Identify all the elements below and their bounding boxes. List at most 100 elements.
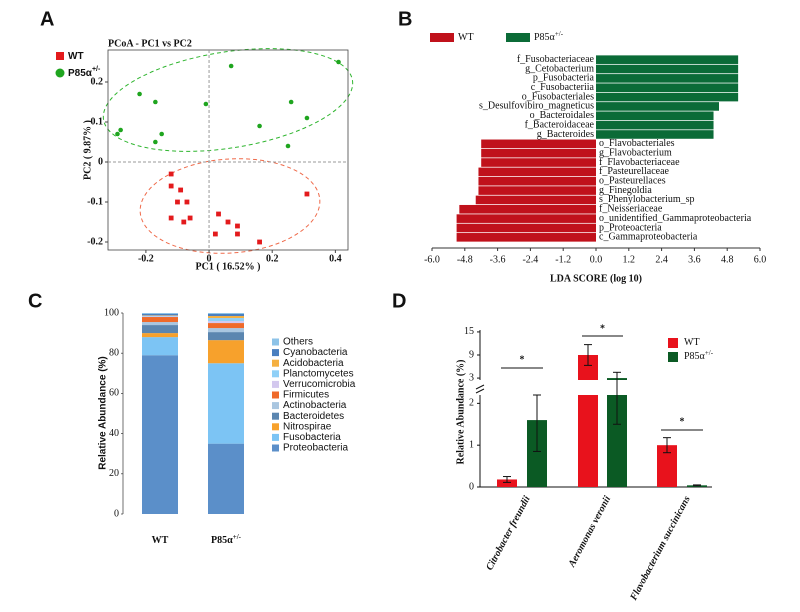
- bar-segment: [142, 316, 178, 318]
- x-tick-label: WT: [152, 535, 169, 546]
- bar: [657, 445, 677, 487]
- category-label: o_Pasteurellaces: [599, 176, 666, 187]
- legend-label: Proteobacteria: [283, 443, 348, 454]
- y-tick-label: 0: [469, 481, 474, 492]
- category-label: f_Pasteurellaceae: [599, 166, 670, 177]
- legend-swatch: [272, 423, 279, 431]
- y-tick-label: 20: [109, 468, 119, 479]
- legend-swatch: [272, 444, 279, 452]
- point: [187, 215, 193, 221]
- bar-segment: [208, 316, 244, 319]
- point: [153, 99, 158, 105]
- y-tick-label: 1: [469, 439, 474, 450]
- point: [228, 63, 234, 69]
- x-tick-label-text: P85α: [211, 535, 233, 546]
- bar: [596, 74, 739, 83]
- y-tick-label: 0: [98, 156, 103, 167]
- point: [257, 239, 262, 245]
- legend-swatch: [272, 412, 279, 420]
- legend-swatch: [668, 338, 678, 348]
- point: [203, 101, 209, 107]
- bar-segment: [142, 333, 178, 338]
- legend-label: Acidobacteria: [283, 358, 344, 369]
- point: [159, 131, 164, 137]
- bar: [596, 64, 739, 74]
- category-label: f_Bacteroidaceae: [525, 119, 595, 130]
- bar-segment: [142, 337, 178, 356]
- category-label: f_Flavobacteriaceae: [599, 157, 680, 168]
- category-label: o_unidentified_Gammaproteobacteria: [599, 213, 752, 224]
- bar: [578, 355, 598, 380]
- y-tick-label: -0.2: [87, 236, 103, 247]
- category-label: o_Bacteroidales: [530, 110, 595, 121]
- plot-frame: [107, 49, 349, 251]
- bar: [497, 479, 517, 487]
- legend-label-text: WT: [68, 51, 84, 62]
- legend-swatch: [272, 338, 279, 346]
- y-tick-label: 80: [109, 347, 119, 358]
- x-tick-label-text: WT: [152, 535, 169, 546]
- category-label: c_Fusobacteriia: [531, 82, 595, 93]
- bar: [475, 195, 596, 205]
- legend-label: Others: [283, 337, 313, 348]
- legend-swatch: [506, 33, 530, 42]
- cluster-ellipse: [102, 48, 354, 152]
- bar: [596, 102, 719, 111]
- bar: [596, 92, 739, 102]
- bar: [459, 204, 596, 214]
- x-tick-label: 0.4: [329, 253, 342, 264]
- significance-label: *: [600, 323, 605, 334]
- legend-swatch: [272, 391, 279, 399]
- bar-segment: [142, 325, 178, 334]
- bar: [478, 176, 596, 186]
- bar-segment: [208, 443, 244, 514]
- chart-title: PCoA - PC1 vs PC2: [108, 38, 192, 49]
- legend-swatch: [272, 349, 279, 357]
- bar: [596, 55, 739, 64]
- x-tick-label: -2.4: [522, 254, 538, 265]
- point: [168, 183, 174, 189]
- point: [235, 231, 240, 237]
- legend-swatch: [430, 33, 454, 42]
- point: [288, 99, 294, 105]
- legend-label: WT: [458, 32, 474, 43]
- y-axis-label: Relative Abundance (%): [98, 356, 109, 470]
- category-label: o_Fusobacteriales: [522, 91, 594, 102]
- bar-segment: [208, 314, 244, 317]
- x-tick-label: 0.2: [266, 253, 279, 264]
- legend-label: P85α+/-: [534, 30, 564, 44]
- bar: [527, 420, 547, 487]
- point: [216, 211, 221, 217]
- x-tick-label: Aeromonas veronii: [566, 494, 613, 570]
- bar-segment: [208, 318, 244, 322]
- y-tick-label: 40: [109, 428, 119, 439]
- legend-swatch: [272, 380, 279, 388]
- legend-label-superscript: +/-: [92, 66, 101, 73]
- bar: [578, 395, 598, 487]
- bar-segment: [142, 313, 178, 315]
- point: [118, 127, 123, 133]
- legend-label-text: P85α: [68, 68, 93, 79]
- legend-label: Planctomycetes: [283, 368, 354, 379]
- legend-swatch: [272, 359, 279, 367]
- legend-label-text: P85α: [534, 32, 556, 43]
- bar-segment: [142, 317, 178, 323]
- bar-segment: [142, 314, 178, 316]
- legend-label-text: WT: [458, 32, 474, 43]
- bar: [481, 158, 596, 167]
- category-label: o_Flavobacteriales: [599, 138, 675, 149]
- legend-label: Fusobacteria: [283, 432, 341, 443]
- x-tick-label: Flavobacterium succinicans: [628, 494, 693, 603]
- legend-swatch: [55, 68, 65, 78]
- x-axis-label: LDA SCORE (log 10): [550, 273, 642, 284]
- point: [285, 143, 291, 149]
- bar: [481, 139, 596, 149]
- point: [212, 231, 218, 237]
- x-tick-label: 2.4: [655, 254, 668, 265]
- bar-segment: [208, 363, 244, 444]
- legend-label: Verrucomicrobia: [283, 379, 356, 390]
- legend-label: WT: [68, 51, 84, 62]
- bar-segment: [208, 321, 244, 324]
- y-tick-label: 3: [469, 372, 474, 383]
- y-tick-label: 0.2: [91, 76, 104, 87]
